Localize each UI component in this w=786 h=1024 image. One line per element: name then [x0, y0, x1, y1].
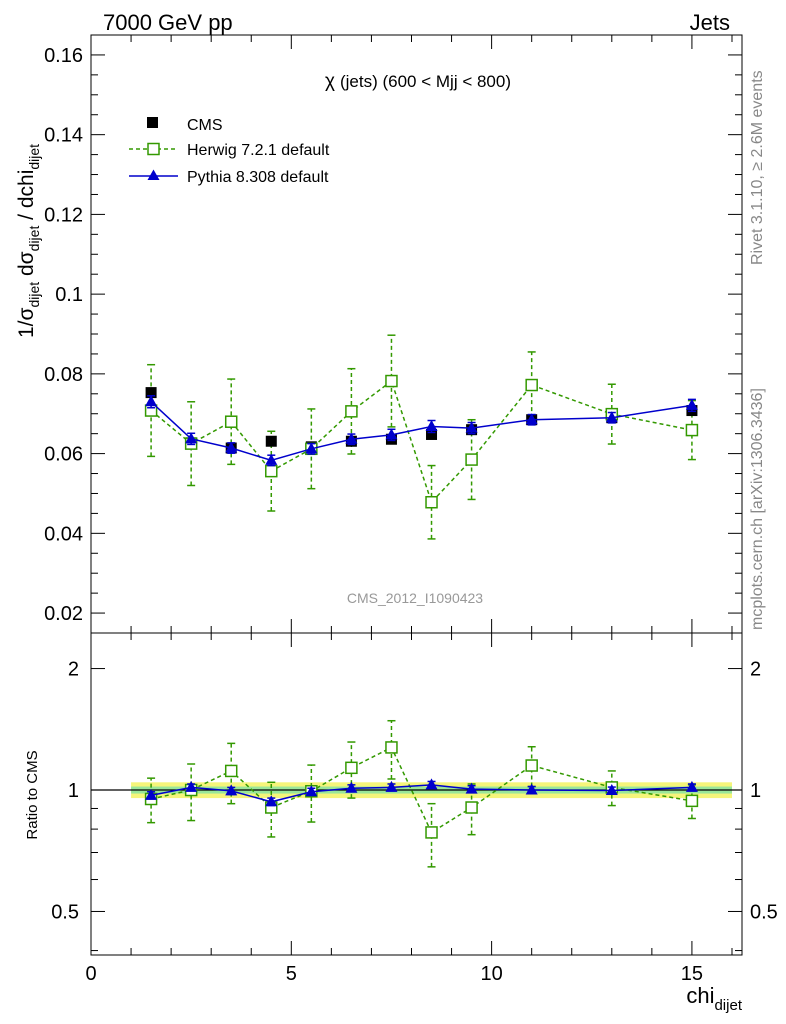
main-y-tick-label: 0.06	[44, 444, 83, 466]
herwig-point	[345, 405, 358, 418]
ylabel-sub-1: dijet	[26, 282, 42, 308]
pythia-point	[525, 413, 538, 425]
cms-data-point	[426, 428, 438, 440]
herwig-point	[465, 453, 478, 466]
pythia-point	[465, 421, 478, 433]
ratio-herwig-point	[425, 826, 438, 839]
main-y-tick-label: 0.14	[44, 125, 83, 147]
pythia-point	[225, 441, 238, 453]
xlabel-main: chi	[686, 983, 714, 1008]
ratio-pythia-point	[385, 780, 398, 792]
legend-herwig-marker	[147, 142, 160, 156]
title-rest: (jets) (600 < Mjj < 800)	[340, 72, 511, 91]
herwig-point	[685, 423, 699, 437]
axis-ticks	[90, 35, 742, 955]
ratio-y-tick-label-right: 2	[750, 659, 761, 681]
ratio-y-tick-label: 2	[68, 659, 79, 681]
mcplots-label: mcplots.cern.ch [arXiv:1306.3436]	[749, 388, 766, 630]
pythia-point	[605, 411, 618, 423]
ratio-y-tick-label: 0.5	[51, 901, 79, 923]
pythia-point	[425, 419, 438, 431]
pythia-point	[385, 428, 398, 440]
ratio-herwig-point	[465, 801, 478, 814]
header-right-label: Jets	[690, 10, 730, 35]
cms-data-point	[265, 435, 277, 447]
ratio-herwig-point	[385, 741, 398, 754]
legend-pythia-marker	[147, 169, 160, 180]
ratio-pythia-point	[265, 795, 278, 807]
ylabel-part-2: dσ	[15, 251, 38, 282]
x-axis-label: chidijet	[686, 983, 742, 1014]
main-y-tick-label: 0.1	[55, 284, 83, 306]
x-tick-label: 5	[286, 963, 297, 985]
ratio-y-axis-label: Ratio to CMS	[24, 750, 41, 839]
ratio-herwig-line	[150, 746, 693, 834]
pythia-point	[265, 453, 278, 465]
pythia-point	[685, 398, 698, 410]
legend-pythia-label: Pythia 8.308 default	[187, 169, 329, 186]
ratio-pythia-point	[145, 788, 158, 800]
ratio-herwig-point	[685, 794, 699, 808]
legend: CMS Herwig 7.2.1 default Pythia 8.308 de…	[129, 117, 330, 186]
ratio-pythia-point	[605, 784, 618, 796]
ratio-pythia-point	[345, 781, 358, 793]
ratio-pythia-point	[685, 780, 698, 792]
ratio-herwig-point	[525, 759, 538, 772]
ratio-panel-series	[144, 719, 699, 868]
pythia-point	[305, 442, 318, 454]
pythia-point	[145, 395, 158, 407]
x-tick-label: 0	[85, 963, 96, 985]
ratio-herwig-point	[345, 761, 358, 775]
herwig-point	[425, 495, 438, 509]
main-y-tick-label: 0.04	[44, 523, 83, 545]
cms-data-point	[145, 387, 157, 399]
main-y-tick-label: 0.16	[44, 45, 83, 67]
legend-cms-marker	[147, 117, 158, 128]
main-y-tick-label: 0.02	[44, 603, 83, 625]
ratio-pythia-point	[305, 785, 318, 797]
ratio-pythia-point	[465, 782, 478, 794]
pythia-line	[150, 401, 693, 462]
ratio-pythia-point	[425, 778, 438, 790]
ratio-pythia-line	[150, 784, 692, 803]
herwig-line	[150, 379, 693, 504]
pythia-point	[345, 432, 358, 444]
x-tick-label: 15	[681, 963, 703, 985]
main-y-tick-label: 0.12	[44, 204, 83, 226]
ylabel-sub-3: dijet	[26, 144, 42, 170]
ratio-y-tick-label-right: 0.5	[750, 901, 778, 923]
legend-cms-label: CMS	[187, 117, 223, 134]
ratio-y-tick-label: 1	[68, 780, 79, 802]
axis-tick-labels: 0 5 10 15 0.02 0.04 0.06 0.08 0.1 0.12 0.14 0.16 0.5…	[44, 45, 778, 985]
ratio-y-tick-label-right: 1	[750, 780, 761, 802]
main-panel-series	[144, 334, 699, 540]
herwig-point	[265, 464, 278, 478]
x-tick-label: 10	[480, 963, 502, 985]
herwig-point	[525, 378, 538, 392]
ylabel-part-3: / dchi	[15, 170, 38, 226]
header-left-label: 7000 GeV pp	[103, 10, 233, 35]
xlabel-sub: dijet	[714, 997, 742, 1014]
main-y-axis-label: 1/σdijet dσdijet / dchidijet	[15, 144, 42, 338]
pythia-point	[185, 432, 198, 444]
analysis-watermark: CMS_2012_I1090423	[347, 590, 483, 606]
rivet-label: Rivet 3.1.10, ≥ 2.6M events	[749, 70, 766, 265]
legend-herwig-label: Herwig 7.2.1 default	[187, 142, 330, 159]
ratio-pythia-point	[525, 783, 538, 795]
ratio-panel-frame	[90, 632, 743, 956]
herwig-point	[224, 415, 238, 428]
title-chi-symbol: χ	[325, 71, 335, 92]
ratio-pythia-point	[185, 780, 198, 792]
ratio-pythia-point	[225, 784, 238, 796]
herwig-point	[385, 374, 398, 388]
ylabel-sub-2: dijet	[26, 226, 42, 252]
ratio-herwig-point	[224, 764, 238, 778]
ylabel-part-1: 1/σ	[15, 307, 38, 338]
main-y-tick-label: 0.08	[44, 364, 83, 386]
main-panel-title: χ (jets) (600 < Mjj < 800)	[325, 71, 511, 92]
